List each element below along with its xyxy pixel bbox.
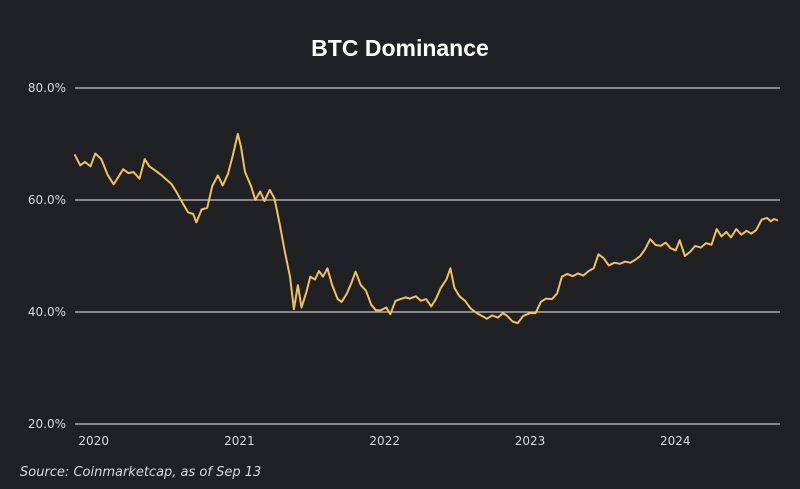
- x-tick-label: 2024: [660, 434, 691, 448]
- x-tick-label: 2023: [515, 434, 546, 448]
- x-tick-label: 2021: [224, 434, 255, 448]
- y-tick-label: 80.0%: [28, 81, 66, 95]
- source-note: Source: Coinmarketcap, as of Sep 13: [20, 465, 261, 480]
- x-axis: 2020 2021 2022 2023 2024: [78, 434, 690, 448]
- y-tick-label: 60.0%: [28, 193, 66, 207]
- y-axis: 20.0% 40.0% 60.0% 80.0%: [28, 81, 66, 431]
- plot-area: [74, 132, 779, 325]
- y-tick-label: 40.0%: [28, 305, 66, 319]
- chart-title: BTC Dominance: [311, 35, 489, 61]
- y-tick-label: 20.0%: [28, 417, 66, 431]
- x-tick-label: 2020: [78, 434, 109, 448]
- series-line-btc-dominance: [74, 132, 779, 325]
- grid-lines: [75, 87, 780, 425]
- x-tick-label: 2022: [369, 434, 400, 448]
